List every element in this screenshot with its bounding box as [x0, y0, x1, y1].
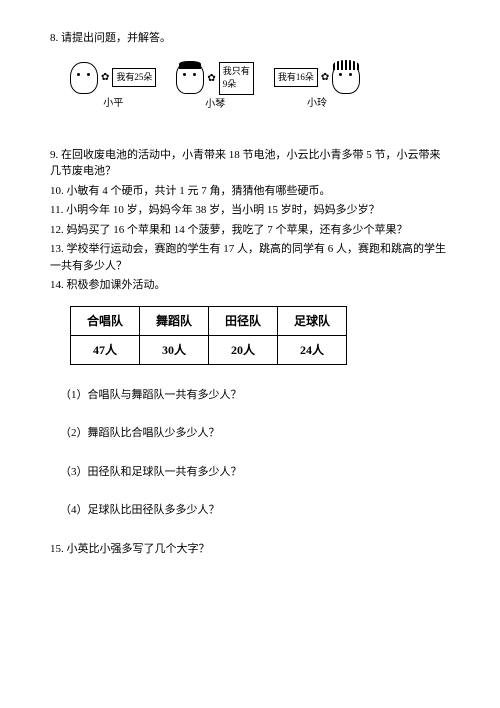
flower-icon: ✿: [101, 70, 109, 85]
table-header: 足球队: [278, 306, 347, 335]
head-icon: [332, 62, 360, 94]
flower-icon: ✿: [321, 70, 329, 85]
speech-bubble-1: 我有25朵: [112, 68, 156, 88]
q8-text: 8. 请提出问题，并解答。: [50, 30, 450, 47]
char-name-3: 小玲: [307, 96, 327, 111]
character-2: ✿ 我只有 9朵 小琴: [176, 62, 253, 112]
table-header: 田径队: [209, 306, 278, 335]
table-cell: 30人: [140, 335, 209, 364]
sub-question-3: （3）田径队和足球队一共有多少人？: [60, 464, 450, 481]
question-13: 13. 学校举行运动会，赛跑的学生有 17 人，跳高的同学有 6 人，赛跑和跳高…: [50, 241, 450, 274]
characters-row: ✿ 我有25朵 小平 ✿ 我只有 9朵 小琴 我有16朵 ✿ 小玲: [70, 62, 450, 112]
table-header-row: 合唱队 舞蹈队 田径队 足球队: [71, 306, 347, 335]
char-name-1: 小平: [103, 96, 123, 111]
char-name-2: 小琴: [205, 97, 225, 112]
character-1: ✿ 我有25朵 小平: [70, 62, 156, 112]
flower-icon: ✿: [207, 71, 215, 86]
question-14: 14. 积极参加课外活动。: [50, 277, 450, 294]
speech-bubble-2: 我只有 9朵: [219, 62, 254, 95]
head-icon: [176, 62, 204, 94]
speech-bubble-3: 我有16朵: [274, 68, 318, 88]
character-3: 我有16朵 ✿ 小玲: [274, 62, 360, 112]
table-header: 舞蹈队: [140, 306, 209, 335]
table-cell: 20人: [209, 335, 278, 364]
sub-question-4: （4）足球队比田径队多多少人？: [60, 502, 450, 519]
question-12: 12. 妈妈买了 16 个苹果和 14 个菠萝，我吃了 7 个苹果，还有多少个苹…: [50, 222, 450, 239]
table-value-row: 47人 30人 20人 24人: [71, 335, 347, 364]
question-10: 10. 小敏有 4 个硬币，共计 1 元 7 角，猜猜他有哪些硬币。: [50, 183, 450, 200]
sub-question-2: （2）舞蹈队比合唱队少多少人？: [60, 425, 450, 442]
head-icon: [70, 62, 98, 94]
question-8: 8. 请提出问题，并解答。 ✿ 我有25朵 小平 ✿ 我只有 9朵 小琴 我有1…: [50, 30, 450, 112]
question-11: 11. 小明今年 10 岁，妈妈今年 38 岁，当小明 15 岁时，妈妈多少岁？: [50, 202, 450, 219]
question-9: 9. 在回收废电池的活动中，小青带来 18 节电池，小云比小青多带 5 节，小云…: [50, 147, 450, 180]
activity-table: 合唱队 舞蹈队 田径队 足球队 47人 30人 20人 24人: [70, 306, 450, 365]
table-cell: 24人: [278, 335, 347, 364]
sub-question-1: （1）合唱队与舞蹈队一共有多少人？: [60, 387, 450, 404]
question-15: 15. 小英比小强多写了几个大字？: [50, 541, 450, 558]
table-header: 合唱队: [71, 306, 140, 335]
table-cell: 47人: [71, 335, 140, 364]
